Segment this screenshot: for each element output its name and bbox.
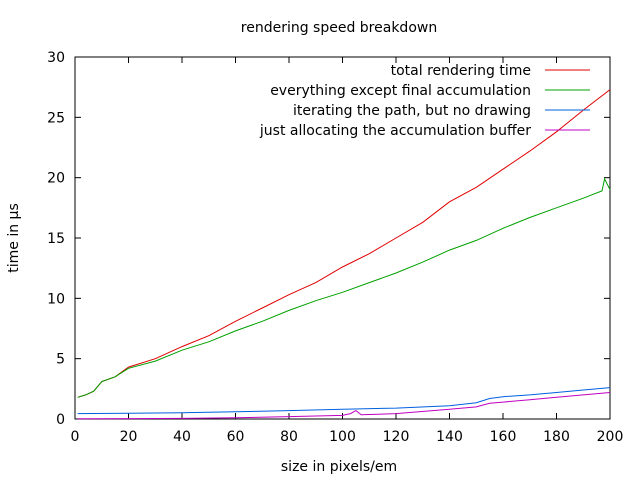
series-lines [77, 89, 611, 420]
legend-label: iterating the path, but no drawing [293, 103, 531, 119]
x-tick-label: 160 [490, 429, 517, 445]
y-axis: 0 5 10 15 20 25 30 [47, 50, 610, 428]
y-tick-label: 5 [56, 352, 65, 368]
x-tick-label: 100 [329, 429, 356, 445]
y-tick-label: 10 [47, 291, 65, 307]
x-tick-label: 200 [597, 429, 624, 445]
y-tick-label: 20 [47, 171, 65, 187]
y-tick-label: 30 [47, 50, 65, 66]
x-tick-label: 0 [71, 429, 80, 445]
x-tick-label: 80 [280, 429, 298, 445]
legend: total rendering time everything except fi… [259, 63, 590, 139]
y-axis-label: time in µs [6, 203, 22, 273]
y-tick-label: 15 [47, 231, 65, 247]
legend-label: everything except final accumulation [270, 83, 531, 99]
series-line [77, 177, 611, 398]
x-axis-label: size in pixels/em [281, 459, 397, 475]
x-tick-label: 180 [543, 429, 570, 445]
x-tick-label: 60 [227, 429, 245, 445]
x-tick-label: 40 [173, 429, 191, 445]
chart-title: rendering speed breakdown [241, 20, 437, 36]
x-tick-label: 20 [120, 429, 138, 445]
series-line [77, 387, 611, 415]
series-line [77, 392, 611, 420]
legend-label: just allocating the accumulation buffer [259, 123, 531, 139]
y-tick-label: 0 [56, 412, 65, 428]
legend-label: total rendering time [391, 63, 531, 79]
y-tick-label: 25 [47, 110, 65, 126]
x-tick-label: 140 [436, 429, 463, 445]
x-tick-label: 120 [383, 429, 410, 445]
